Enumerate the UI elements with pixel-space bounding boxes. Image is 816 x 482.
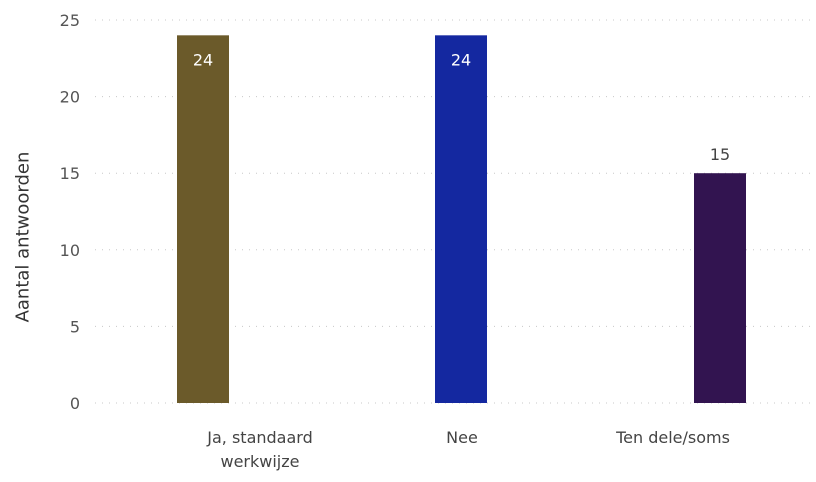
bar: [694, 173, 746, 403]
y-tick-label: 25: [60, 11, 80, 30]
x-tick-label-1: Ja, standaard werkwijze: [207, 428, 313, 471]
y-tick-label: 5: [70, 317, 80, 336]
bar: [177, 35, 229, 403]
y-axis-title: Aantal antwoorden: [8, 152, 38, 323]
y-axis-title-text: Aantal antwoorden: [12, 151, 34, 323]
data-label: 24: [193, 50, 213, 69]
y-tick-label: 0: [70, 394, 80, 413]
y-tick-label: 15: [60, 164, 80, 183]
x-tick-label-2: Nee: [446, 428, 478, 447]
y-tick-label: 20: [60, 88, 80, 107]
bar: [435, 35, 487, 403]
y-tick-label: 10: [60, 241, 80, 260]
data-label: 15: [710, 145, 730, 164]
x-tick-label-3: Ten dele/soms: [616, 428, 730, 447]
data-label: 24: [451, 50, 471, 69]
